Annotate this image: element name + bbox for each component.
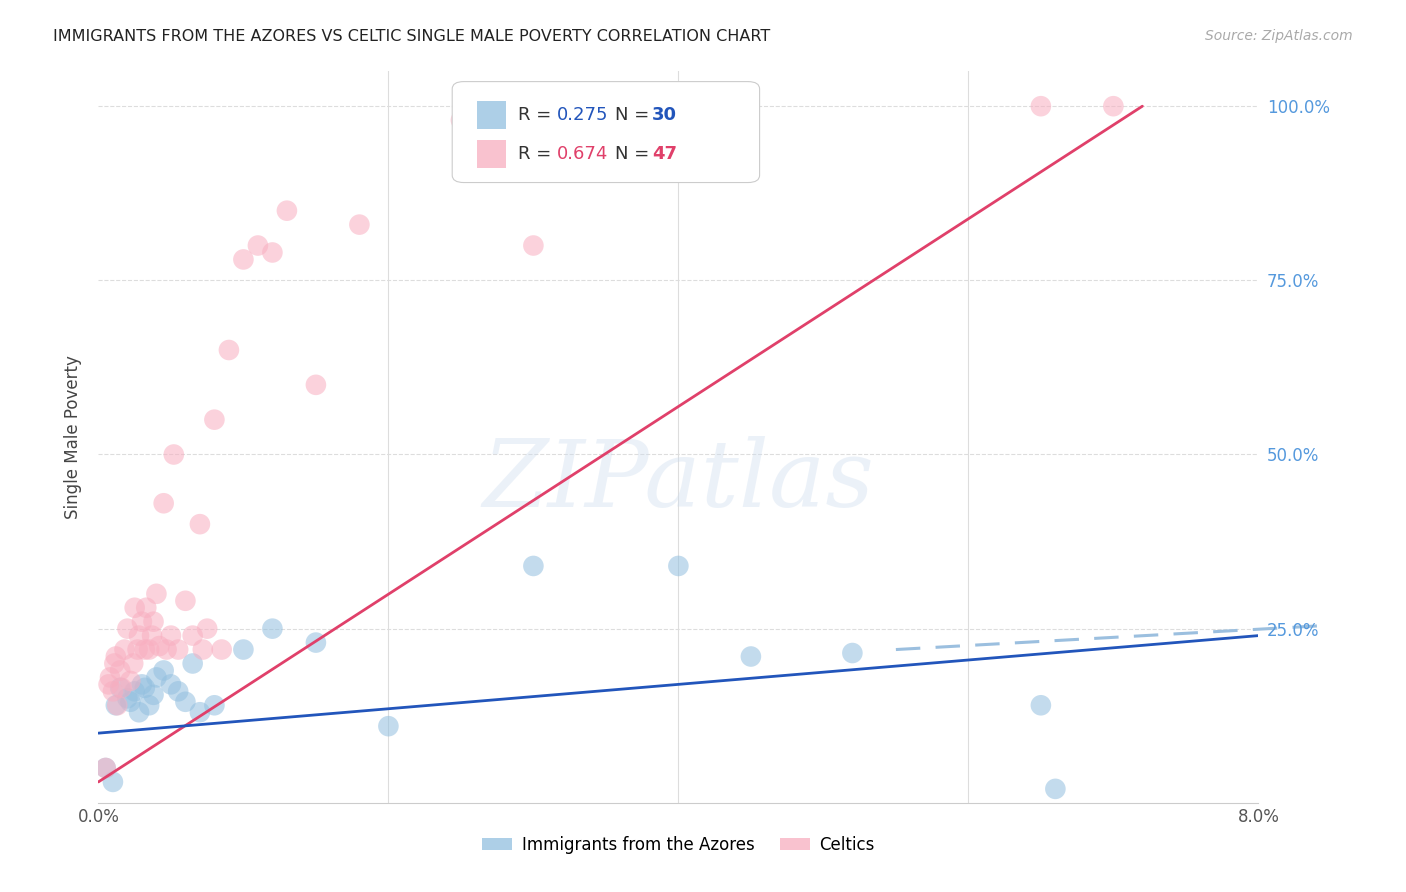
Point	[188, 517, 211, 532]
Point	[246, 238, 269, 252]
Point	[145, 587, 167, 601]
Point	[377, 719, 399, 733]
Point	[114, 642, 136, 657]
Point	[142, 615, 165, 629]
Point	[94, 761, 117, 775]
Point	[105, 698, 128, 713]
Point	[262, 245, 284, 260]
Point	[124, 600, 146, 615]
Point	[141, 629, 163, 643]
Point	[104, 698, 127, 713]
Point	[131, 615, 153, 629]
Point	[135, 600, 157, 615]
Point	[188, 705, 211, 719]
Point	[232, 252, 254, 267]
Point	[167, 642, 190, 657]
Point	[305, 635, 328, 649]
Point	[131, 677, 153, 691]
Point	[120, 673, 142, 688]
Y-axis label: Single Male Poverty: Single Male Poverty	[65, 355, 83, 519]
Legend: Immigrants from the Azores, Celtics: Immigrants from the Azores, Celtics	[475, 829, 882, 860]
Text: IMMIGRANTS FROM THE AZORES VS CELTIC SINGLE MALE POVERTY CORRELATION CHART: IMMIGRANTS FROM THE AZORES VS CELTIC SIN…	[53, 29, 770, 44]
FancyBboxPatch shape	[477, 140, 506, 168]
Point	[120, 695, 142, 709]
Point	[666, 558, 689, 573]
Point	[1029, 698, 1052, 713]
Text: N =: N =	[614, 106, 655, 124]
Point	[1102, 99, 1125, 113]
Point	[155, 642, 177, 657]
Point	[145, 670, 167, 684]
Point	[122, 657, 145, 671]
Point	[98, 670, 121, 684]
Point	[128, 705, 150, 719]
Point	[104, 649, 127, 664]
Point	[148, 639, 170, 653]
Point	[138, 698, 160, 713]
Text: R =: R =	[519, 145, 557, 163]
Point	[101, 684, 124, 698]
Point	[740, 649, 762, 664]
Text: ZIPatlas: ZIPatlas	[482, 436, 875, 526]
Point	[101, 775, 124, 789]
Point	[160, 677, 183, 691]
Point	[134, 681, 156, 695]
Point	[127, 642, 149, 657]
Point	[841, 646, 863, 660]
Point	[142, 688, 165, 702]
Point	[181, 629, 204, 643]
Point	[174, 695, 197, 709]
Text: 30: 30	[652, 106, 676, 124]
Point	[181, 657, 204, 671]
Point	[167, 684, 190, 698]
Point	[204, 698, 226, 713]
Text: 0.674: 0.674	[557, 145, 607, 163]
Point	[1045, 781, 1067, 796]
Point	[1029, 99, 1052, 113]
Point	[111, 681, 132, 695]
Point	[174, 594, 197, 608]
Point	[349, 218, 371, 232]
Point	[97, 677, 120, 691]
FancyBboxPatch shape	[477, 102, 506, 129]
Point	[522, 558, 544, 573]
Point	[128, 629, 150, 643]
Point	[522, 238, 544, 252]
Point	[138, 642, 160, 657]
Text: N =: N =	[614, 145, 655, 163]
Point	[276, 203, 298, 218]
Text: R =: R =	[519, 106, 557, 124]
Point	[195, 622, 218, 636]
Point	[108, 681, 131, 695]
Point	[117, 691, 139, 706]
Point	[152, 664, 174, 678]
Point	[450, 113, 472, 128]
Point	[218, 343, 240, 357]
Point	[305, 377, 328, 392]
Point	[163, 448, 186, 462]
Point	[262, 622, 284, 636]
Point	[108, 664, 131, 678]
Point	[117, 622, 139, 636]
Point	[134, 642, 156, 657]
Text: Source: ZipAtlas.com: Source: ZipAtlas.com	[1205, 29, 1353, 43]
Point	[103, 657, 125, 671]
Text: 47: 47	[652, 145, 676, 163]
Point	[160, 629, 183, 643]
Point	[232, 642, 254, 657]
Point	[191, 642, 214, 657]
Point	[152, 496, 174, 510]
FancyBboxPatch shape	[453, 81, 759, 183]
Point	[124, 684, 146, 698]
Point	[204, 412, 226, 426]
Point	[211, 642, 233, 657]
Text: 0.275: 0.275	[557, 106, 609, 124]
Point	[94, 761, 117, 775]
